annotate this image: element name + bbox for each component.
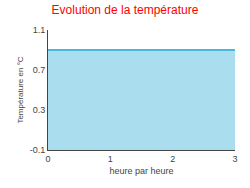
svg-text:0: 0 [45, 154, 50, 164]
svg-text:heure par heure: heure par heure [109, 166, 173, 176]
svg-text:1.1: 1.1 [33, 25, 46, 35]
svg-text:0.7: 0.7 [33, 65, 46, 75]
svg-text:Température en °C: Température en °C [16, 56, 25, 123]
svg-text:3: 3 [232, 154, 237, 164]
svg-text:0.3: 0.3 [33, 105, 46, 115]
svg-text:1: 1 [108, 154, 113, 164]
svg-text:-0.1: -0.1 [30, 145, 46, 155]
svg-text:2: 2 [170, 154, 175, 164]
svg-text:Evolution de la température: Evolution de la température [52, 3, 199, 17]
